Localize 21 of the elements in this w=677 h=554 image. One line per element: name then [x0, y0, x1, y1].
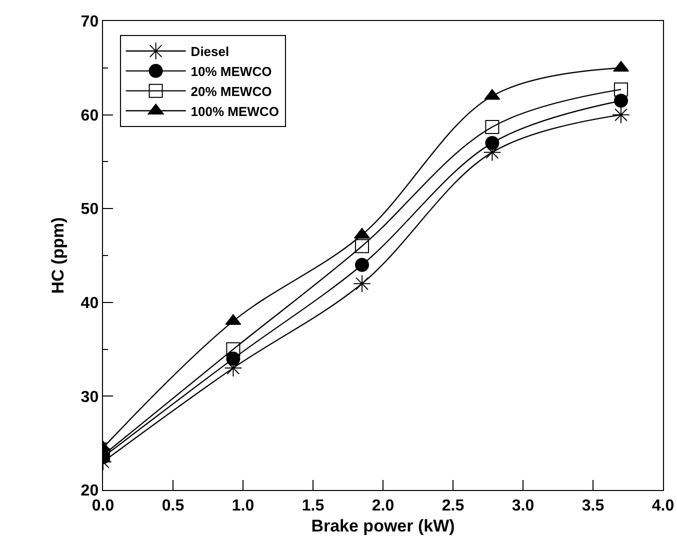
x-tick-label: 0.0 — [92, 497, 114, 514]
legend-label: 10% MEWCO — [190, 64, 272, 79]
x-tick-label: 2.5 — [442, 497, 464, 514]
x-tick-label: 0.5 — [162, 497, 184, 514]
y-tick-label: 20 — [80, 482, 99, 500]
x-tick-label: 3.0 — [512, 497, 534, 514]
x-tick-label: 1.0 — [232, 497, 254, 514]
x-tick-label: 3.5 — [582, 497, 604, 514]
y-axis-title: HC (ppm) — [48, 217, 68, 294]
y-tick-label: 70 — [80, 14, 99, 31]
legend-label: 100% MEWCO — [190, 104, 279, 119]
x-tick-label: 4.0 — [652, 497, 674, 514]
x-axis-title: Brake power (kW) — [311, 516, 455, 536]
x-tick-label: 1.5 — [302, 497, 324, 514]
legend-label: Diesel — [190, 44, 230, 60]
y-tick-label: 50 — [80, 201, 99, 218]
y-tick-label: 30 — [80, 388, 99, 406]
legend-label: 20% MEWCO — [190, 84, 272, 99]
y-tick-label: 60 — [80, 107, 99, 124]
x-tick-label: 2.0 — [372, 497, 394, 514]
y-tick-label: 40 — [80, 295, 99, 312]
